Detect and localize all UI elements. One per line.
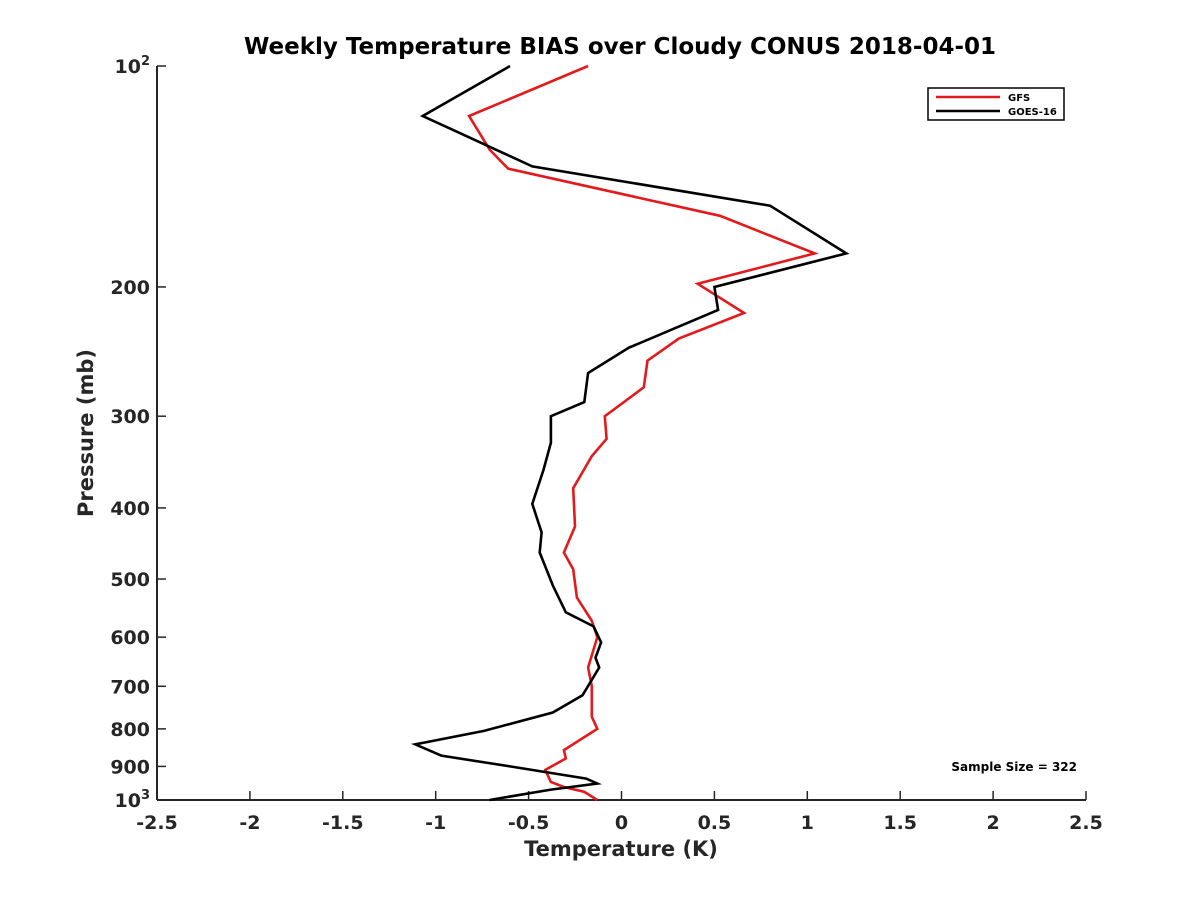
y-tick-label: 400 bbox=[110, 498, 150, 520]
x-axis-label: Temperature (K) bbox=[524, 837, 718, 861]
y-tick-label: 200 bbox=[110, 277, 150, 299]
legend-label-gfs: GFS bbox=[1008, 93, 1030, 104]
x-tick-label: 0.5 bbox=[698, 812, 732, 834]
x-tick-label: -0.5 bbox=[508, 812, 550, 834]
y-axis-label: Pressure (mb) bbox=[74, 349, 98, 517]
y-tick-label: 500 bbox=[110, 569, 150, 591]
y-tick-label: 700 bbox=[110, 676, 150, 698]
x-tick-label: -2 bbox=[239, 812, 260, 834]
x-axis-ticks: -2.5 -2 -1.5 -1 -0.5 0 0.5 1 1.5 2 2.5 bbox=[136, 791, 1103, 834]
y-tick-label: 103 bbox=[115, 788, 151, 812]
chart-title: Weekly Temperature BIAS over Cloudy CONU… bbox=[244, 34, 996, 60]
y-tick-label: 102 bbox=[115, 54, 151, 78]
legend-box bbox=[927, 87, 1065, 121]
series-line-goes16 bbox=[410, 64, 850, 802]
x-tick-label: 0 bbox=[615, 812, 628, 834]
plot-area bbox=[156, 66, 1086, 801]
series-line-gfs bbox=[467, 64, 819, 802]
x-tick-label: 2 bbox=[986, 812, 999, 834]
series-layer bbox=[410, 64, 850, 802]
legend-label-goes16: GOES-16 bbox=[1008, 107, 1057, 118]
y-tick-label: 300 bbox=[110, 406, 150, 428]
x-tick-label: 2.5 bbox=[1069, 812, 1103, 834]
x-tick-label: 1 bbox=[801, 812, 814, 834]
x-tick-label: -2.5 bbox=[136, 812, 178, 834]
legend: GFS GOES-16 bbox=[927, 87, 1065, 121]
x-tick-label: -1.5 bbox=[322, 812, 364, 834]
y-tick-label: 600 bbox=[110, 627, 150, 649]
sample-size-annotation: Sample Size = 322 bbox=[951, 760, 1077, 774]
y-tick-label: 900 bbox=[110, 756, 150, 778]
y-axis-ticks: 102 200 300 400 500 600 700 800 900 103 bbox=[110, 54, 166, 812]
y-tick-label: 800 bbox=[110, 719, 150, 741]
x-tick-label: 1.5 bbox=[883, 812, 917, 834]
x-tick-label: -1 bbox=[425, 812, 446, 834]
